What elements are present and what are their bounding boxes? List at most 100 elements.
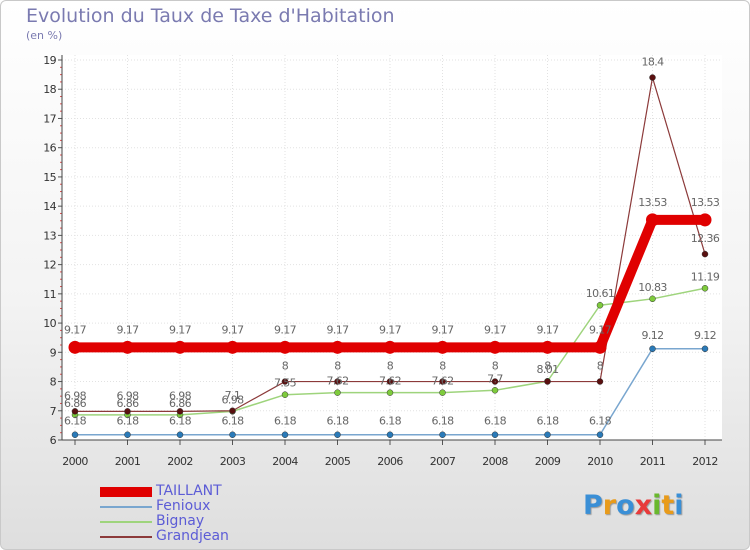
data-point-grandjean <box>544 378 551 385</box>
data-point-grandjean <box>649 74 656 81</box>
data-point-taillant <box>541 340 554 354</box>
data-label-taillant: 9.17 <box>536 323 559 336</box>
data-point-taillant <box>646 213 659 227</box>
data-label-fenioux: 9.12 <box>641 329 663 342</box>
y-tick-label: 19 <box>43 54 56 67</box>
y-tick-label: 17 <box>43 112 56 125</box>
data-point-taillant <box>383 340 397 354</box>
y-tick-label: 18 <box>43 83 56 96</box>
data-point-fenioux <box>596 431 604 438</box>
data-label-taillant: 13.53 <box>691 196 720 209</box>
data-label-fenioux: 9.12 <box>694 329 716 342</box>
legend-swatch-taillant <box>100 487 152 497</box>
data-label-fenioux: 6.18 <box>326 415 349 428</box>
data-label-fenioux: 6.18 <box>536 415 559 428</box>
data-label-bignay: 6.98 <box>221 393 244 406</box>
data-label-grandjean: 8 <box>544 360 551 373</box>
data-label-fenioux: 6.18 <box>116 415 139 428</box>
x-tick-label: 2003 <box>220 455 246 468</box>
data-point-bignay <box>701 285 709 292</box>
x-tick-label: 2011 <box>640 455 666 468</box>
y-tick-label: 6 <box>50 434 57 447</box>
data-point-fenioux <box>71 431 79 438</box>
data-label-taillant: 9.17 <box>326 323 349 336</box>
logo-letter: o <box>616 490 635 521</box>
data-point-taillant <box>488 340 502 354</box>
data-label-fenioux: 6.18 <box>431 415 454 428</box>
y-tick-label: 8 <box>50 376 57 389</box>
legend-swatch-grandjean <box>100 536 152 538</box>
data-label-fenioux: 6.18 <box>274 415 297 428</box>
data-point-bignay <box>386 389 394 396</box>
data-label-fenioux: 6.18 <box>589 415 612 428</box>
data-point-bignay <box>596 301 604 309</box>
data-point-taillant <box>173 340 187 354</box>
data-point-grandjean <box>229 407 236 415</box>
data-point-grandjean <box>439 378 446 385</box>
data-label-bignay: 7.62 <box>326 375 348 388</box>
data-label-taillant: 9.17 <box>431 323 454 336</box>
legend-label-bignay: Bignay <box>156 513 205 529</box>
data-label-grandjean: 8 <box>597 360 604 373</box>
data-point-grandjean <box>71 408 79 415</box>
chart-title: Evolution du Taux de Taxe d'Habitation <box>26 5 395 27</box>
data-point-taillant <box>593 340 607 354</box>
data-point-bignay <box>281 391 289 398</box>
data-label-taillant: 9.17 <box>169 323 192 336</box>
data-label-bignay: 6.86 <box>169 397 192 410</box>
data-point-grandjean <box>124 408 131 415</box>
logo-letter: i <box>652 490 662 521</box>
plot-background <box>62 55 722 440</box>
data-label-grandjean: 8 <box>334 360 341 373</box>
data-point-taillant <box>68 340 82 354</box>
data-label-grandjean: 7.1 <box>225 389 241 402</box>
data-label-taillant: 9.17 <box>116 323 139 336</box>
data-label-fenioux: 6.18 <box>64 415 87 428</box>
x-tick-label: 2007 <box>430 455 456 468</box>
data-label-layer: 9.17 9.17 9.17 9.17 9.17 9.17 9.17 9.17 9.17 9.17… <box>64 56 720 428</box>
data-point-bignay <box>649 295 656 303</box>
data-point-fenioux <box>544 431 551 438</box>
data-label-bignay: 7.62 <box>431 375 453 388</box>
data-label-taillant: 9.17 <box>484 323 507 336</box>
legend-label-taillant: TAILLANT <box>156 483 222 499</box>
legend-swatch-bignay <box>100 521 152 523</box>
data-label-taillant: 13.53 <box>638 196 667 209</box>
x-tick-label: 2012 <box>692 455 718 468</box>
data-point-fenioux <box>701 345 709 353</box>
data-point-fenioux <box>334 431 341 438</box>
y-tick-label: 10 <box>43 317 56 330</box>
logo-letter: i <box>674 490 684 521</box>
data-point-grandjean <box>176 408 184 415</box>
y-tick-label: 7 <box>50 405 57 418</box>
logo-letter: r <box>602 490 617 521</box>
data-point-taillant <box>436 340 449 354</box>
x-tick-label: 2008 <box>482 455 508 468</box>
logo-letter: x <box>634 490 653 521</box>
y-tick-label: 14 <box>43 200 56 213</box>
data-point-grandjean <box>386 378 394 385</box>
data-point-taillant <box>331 340 344 354</box>
legend-label-fenioux: Fenioux <box>156 498 211 514</box>
logo-letter: t <box>661 490 675 521</box>
data-point-bignay <box>334 389 341 396</box>
data-label-taillant: 9.17 <box>589 323 612 336</box>
axis-layer: 6 7 8 9 10 11 12 13 14 15 16 17 18 19 2000 2001 2002 2003… <box>43 54 722 468</box>
data-point-fenioux <box>386 431 394 438</box>
data-label-grandjean: 12.36 <box>691 232 720 245</box>
y-tick-label: 12 <box>43 259 56 272</box>
data-label-bignay: 7.62 <box>379 375 401 388</box>
data-label-bignay: 6.86 <box>116 397 139 410</box>
data-label-fenioux: 6.18 <box>221 415 244 428</box>
data-label-bignay: 10.61 <box>586 287 615 300</box>
data-point-fenioux <box>281 431 289 438</box>
x-tick-label: 2006 <box>377 455 403 468</box>
proxiti-logo: Proxiti <box>583 490 684 521</box>
data-point-fenioux <box>124 431 131 438</box>
data-label-grandjean: 8 <box>492 360 499 373</box>
data-point-fenioux <box>176 431 184 438</box>
data-label-fenioux: 6.18 <box>379 415 402 428</box>
data-point-bignay <box>491 387 499 394</box>
data-label-bignay: 7.55 <box>274 377 297 390</box>
data-point-fenioux <box>229 431 236 438</box>
